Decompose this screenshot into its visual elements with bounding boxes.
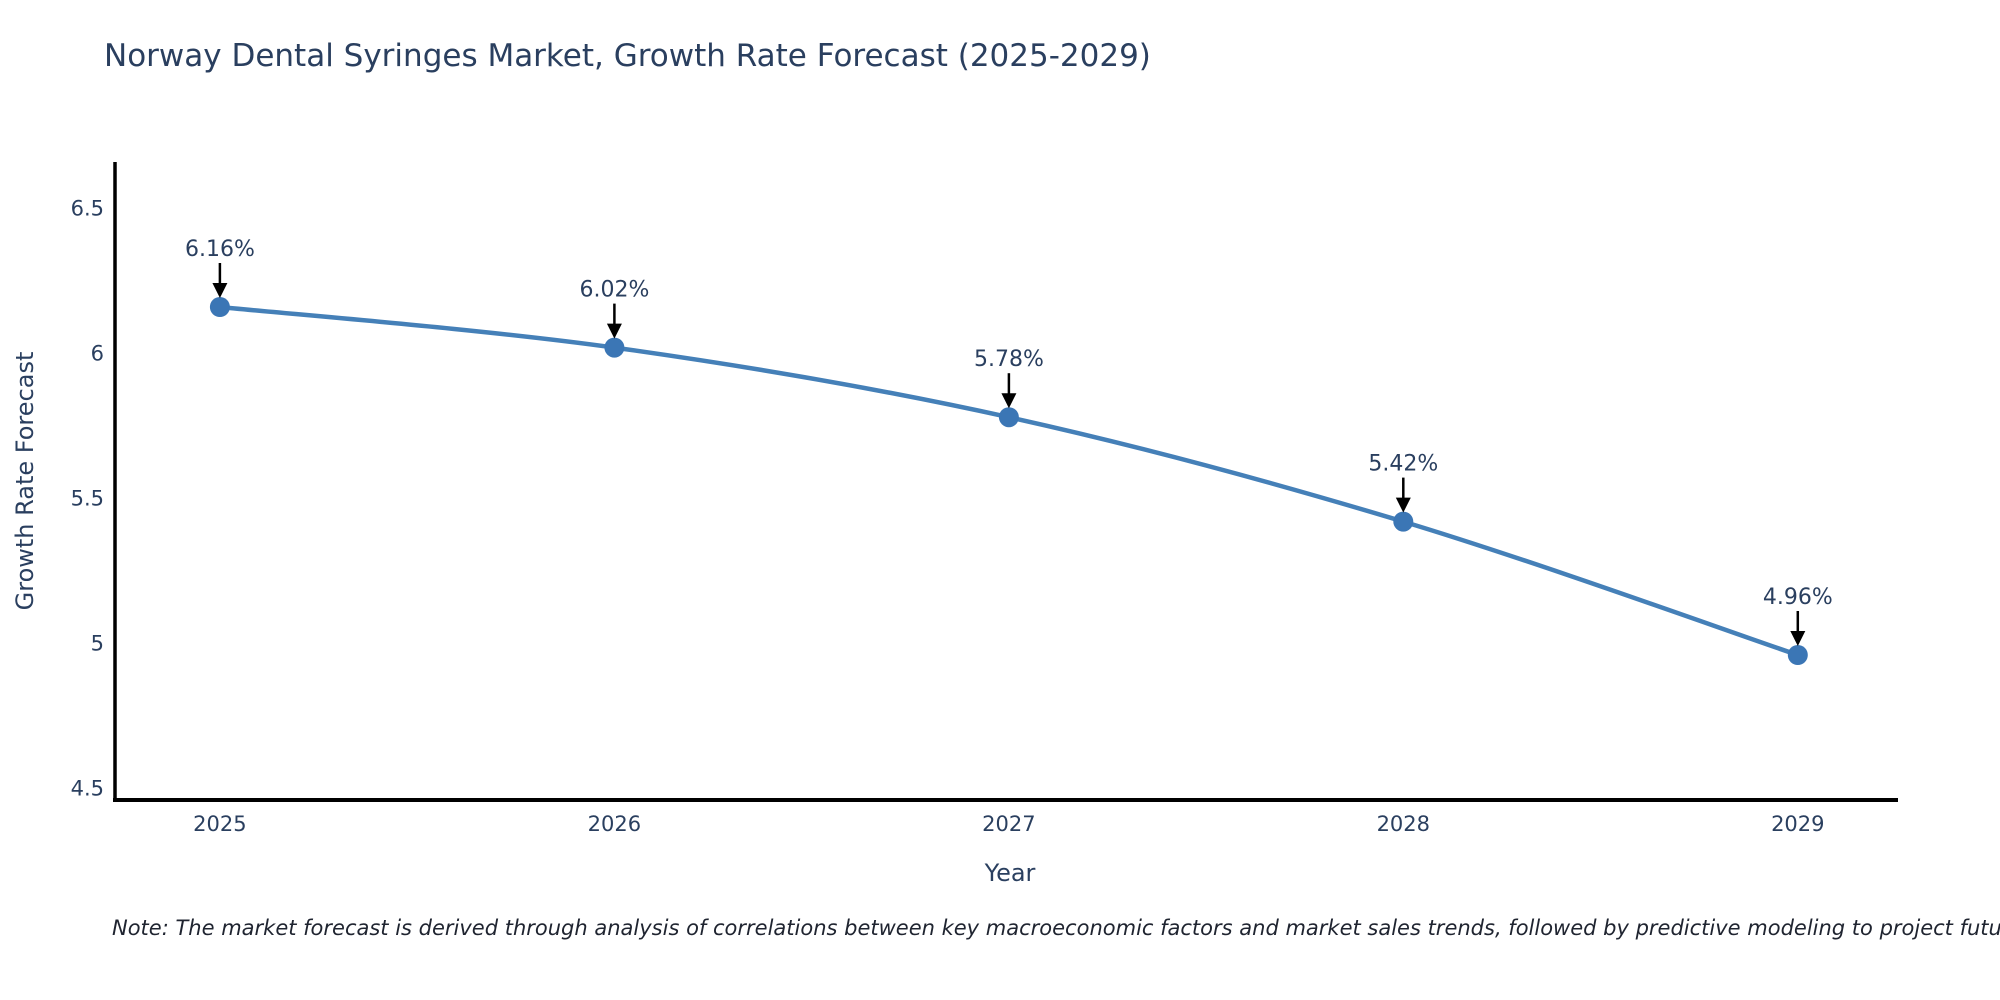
x-axis-title: Year [984,859,1036,887]
y-tick-label: 6.5 [71,196,104,220]
annotation-label: 6.16% [185,237,255,262]
annotation-arrowhead-icon [212,283,228,298]
annotation-label: 5.78% [974,347,1044,372]
chart-title: Norway Dental Syringes Market, Growth Ra… [104,38,1151,74]
annotation-label: 6.02% [579,278,649,303]
y-tick-label: 6 [91,341,104,365]
data-point-2029[interactable] [1787,645,1808,665]
annotation-arrowhead-icon [1001,393,1017,409]
y-tick-label: 5.5 [71,486,104,510]
x-tick-label: 2028 [1377,812,1430,836]
y-tick-label: 4.5 [71,776,104,800]
x-tick-label: 2026 [588,812,641,836]
x-tick-label: 2027 [982,812,1035,836]
annotation-2028: 5.42% [1368,452,1438,513]
y-axis-title: Growth Rate Forecast [11,352,39,611]
footnote: Note: The market forecast is derived thr… [112,916,2000,940]
annotation-label: 5.42% [1368,452,1438,477]
y-tick-label: 5 [91,631,104,655]
annotation-arrowhead-icon [1790,631,1806,646]
annotation-arrowhead-icon [1395,497,1411,513]
annotation-2026: 6.02% [579,278,649,339]
annotation-2025: 6.16% [185,237,255,298]
data-point-2025[interactable] [209,297,230,317]
annotation-2029: 4.96% [1763,585,1833,646]
data-point-2027[interactable] [998,407,1019,428]
annotation-arrowhead-icon [606,323,622,339]
data-point-2026[interactable] [604,337,625,358]
x-tick-label: 2025 [193,812,246,836]
annotation-2027: 5.78% [974,347,1044,409]
annotation-label: 4.96% [1763,585,1833,610]
x-tick-label: 2029 [1771,812,1824,836]
data-point-2028[interactable] [1393,511,1414,532]
